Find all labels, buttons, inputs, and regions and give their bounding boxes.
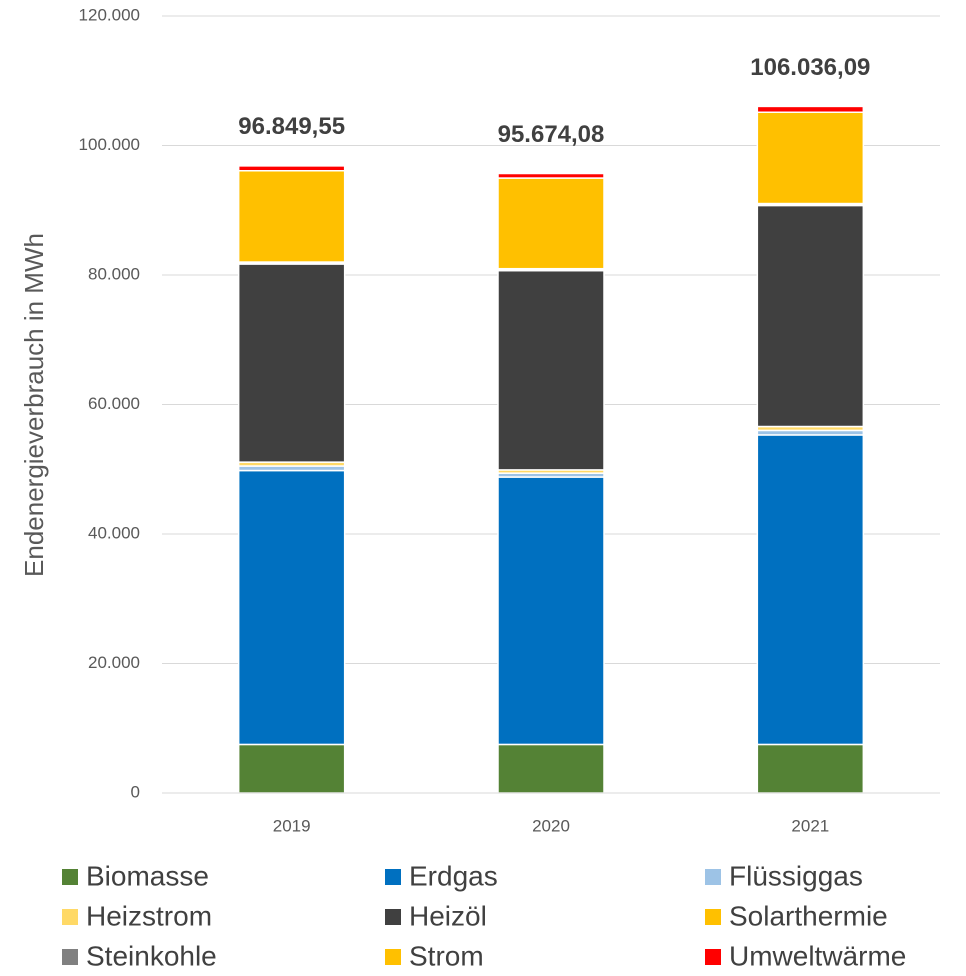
bar-segment xyxy=(237,469,346,746)
bar-segment xyxy=(497,743,605,794)
total-label: 96.849,55 xyxy=(238,113,345,140)
x-tick-label: 2020 xyxy=(532,816,570,835)
bar-segment xyxy=(237,743,346,794)
bar-segment xyxy=(756,743,865,794)
legend-swatch xyxy=(385,909,401,925)
bar-segment xyxy=(756,204,865,428)
legend-swatch xyxy=(62,869,78,885)
legend-label: Flüssiggas xyxy=(729,860,863,891)
bar-segment xyxy=(497,476,605,746)
legend-swatch xyxy=(705,909,721,925)
legend-swatch xyxy=(705,869,721,885)
legend-label: Erdgas xyxy=(409,860,498,891)
x-tick-label: 2021 xyxy=(791,816,829,835)
bar-segment xyxy=(756,105,865,113)
y-tick-label: 100.000 xyxy=(79,135,140,154)
x-tick-label: 2019 xyxy=(273,816,311,835)
y-tick-label: 120.000 xyxy=(79,5,140,24)
legend-swatch xyxy=(62,909,78,925)
y-tick-label: 40.000 xyxy=(88,523,140,542)
legend-label: Strom xyxy=(409,940,484,971)
legend-label: Umweltwärme xyxy=(729,940,906,971)
legend-label: Biomasse xyxy=(86,860,209,891)
total-label: 106.036,09 xyxy=(750,54,870,81)
bar-segment xyxy=(756,434,865,746)
legend-label: Solarthermie xyxy=(729,900,888,931)
legend-label: Heizstrom xyxy=(86,900,212,931)
bar-segment xyxy=(497,177,605,270)
bar-segment xyxy=(237,170,346,263)
y-tick-label: 80.000 xyxy=(88,264,140,283)
legend-swatch xyxy=(62,949,78,965)
legend-swatch xyxy=(385,949,401,965)
y-tick-label: 60.000 xyxy=(88,394,140,413)
bar-segment xyxy=(237,263,346,463)
y-axis-label: Endenergieverbrauch in MWh xyxy=(19,233,49,577)
bar-segment xyxy=(497,172,605,179)
legend-swatch xyxy=(385,869,401,885)
y-tick-label: 20.000 xyxy=(88,653,140,672)
bar-segment xyxy=(497,269,605,471)
y-tick-label: 0 xyxy=(131,782,140,801)
bar-segment xyxy=(237,165,346,172)
legend-label: Heizöl xyxy=(409,900,487,931)
legend-label: Steinkohle xyxy=(86,940,217,971)
legend-swatch xyxy=(705,949,721,965)
bar-segment xyxy=(756,111,865,205)
total-label: 95.674,08 xyxy=(498,121,605,148)
